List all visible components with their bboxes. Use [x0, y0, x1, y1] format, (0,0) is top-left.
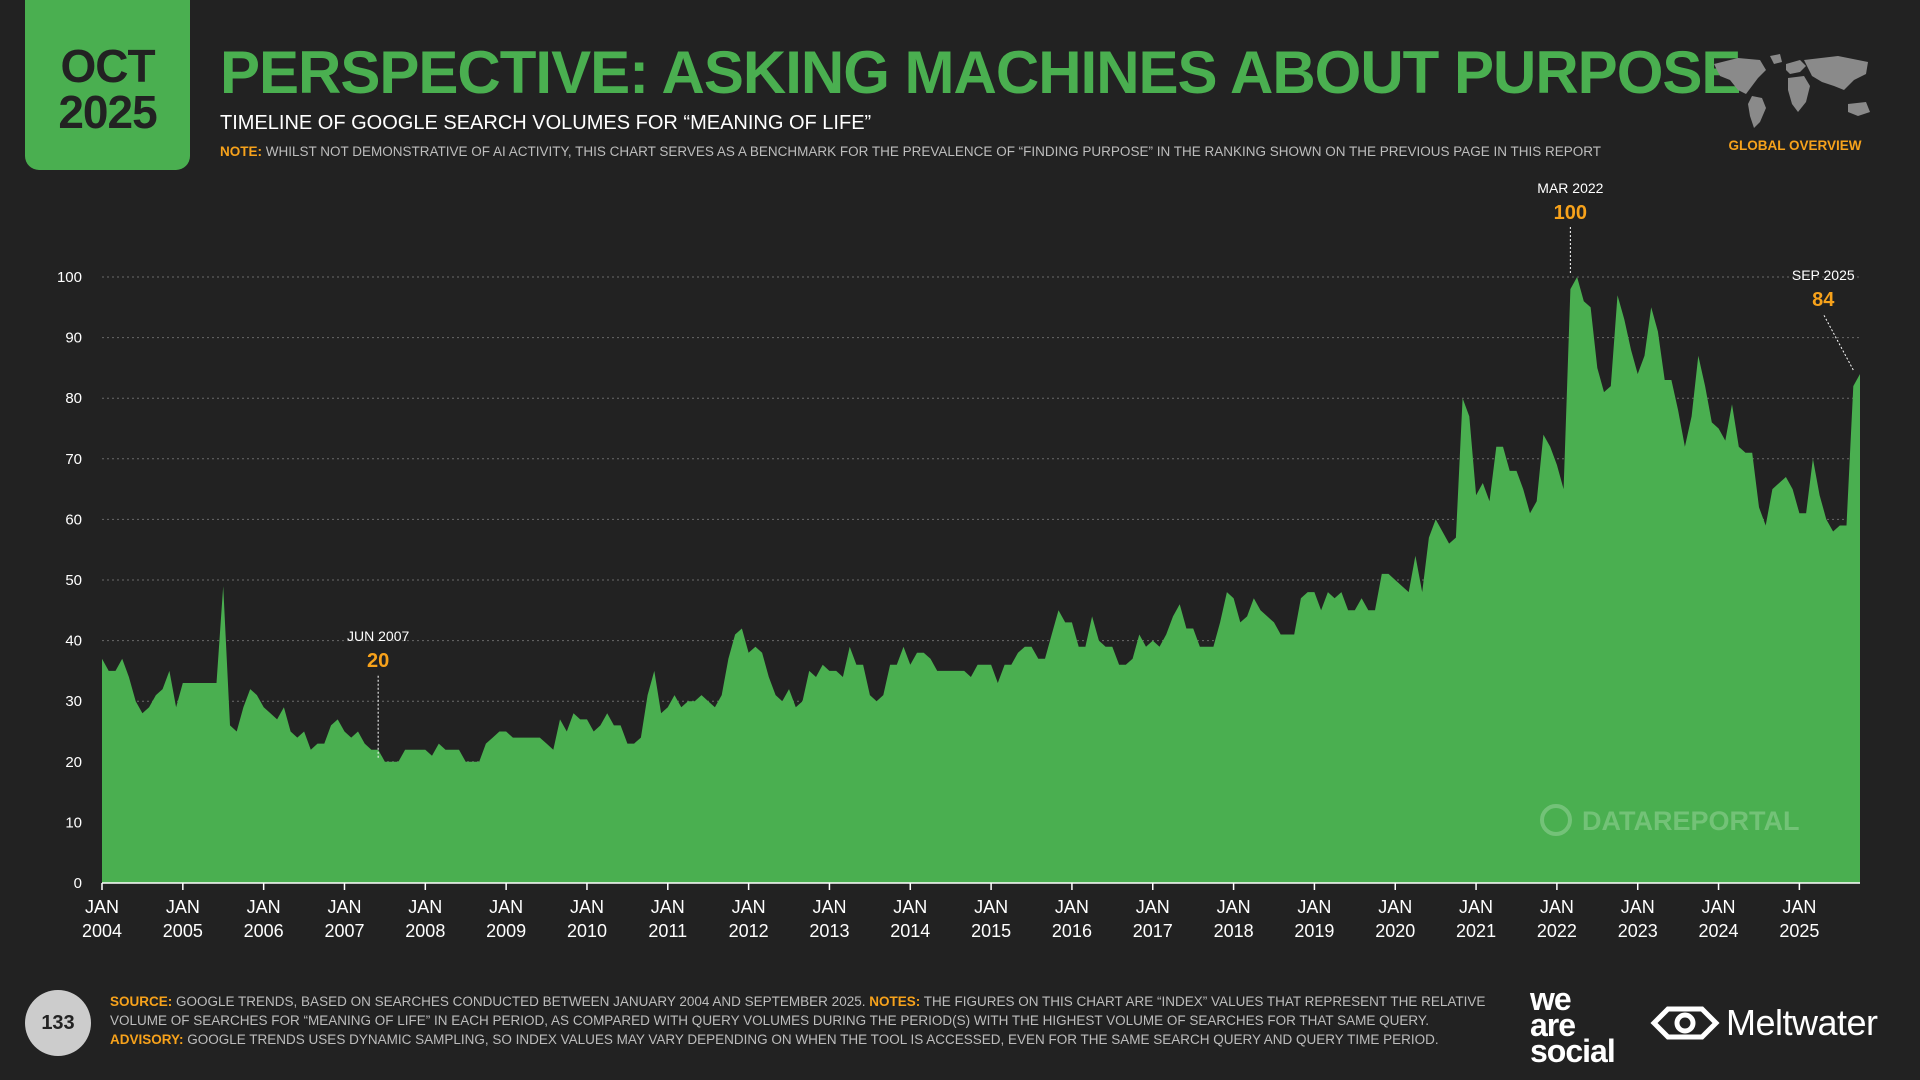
x-tick-label-month: JAN: [1297, 897, 1331, 917]
x-tick-label-month: JAN: [651, 897, 685, 917]
x-tick-label-month: JAN: [893, 897, 927, 917]
x-tick-label-year: 2009: [486, 921, 526, 941]
note-text: WHILST NOT DEMONSTRATIVE OF AI ACTIVITY,…: [265, 144, 1602, 159]
page-number: 133: [25, 990, 91, 1056]
y-tick-label: 40: [65, 633, 82, 650]
x-tick-label-year: 2008: [405, 921, 445, 941]
source-text: GOOGLE TRENDS, BASED ON SEARCHES CONDUCT…: [176, 994, 866, 1009]
annotation-value: 84: [1812, 289, 1835, 311]
x-tick-label-month: JAN: [1621, 897, 1655, 917]
meltwater-icon: [1650, 1006, 1720, 1040]
x-tick-label-year: 2024: [1699, 921, 1739, 941]
x-tick-label-month: JAN: [166, 897, 200, 917]
x-tick-label-year: 2006: [244, 921, 284, 941]
x-tick-label-month: JAN: [1136, 897, 1170, 917]
x-tick-label-month: JAN: [974, 897, 1008, 917]
annotation-period: JUN 2007: [347, 628, 409, 644]
x-tick-label-year: 2014: [890, 921, 930, 941]
meltwater-logo: Meltwater: [1650, 1002, 1878, 1044]
x-tick-label-year: 2022: [1537, 921, 1577, 941]
x-tick-label-year: 2025: [1779, 921, 1819, 941]
y-tick-label: 80: [65, 390, 82, 407]
series-area-meaning-of-life: [102, 277, 1860, 883]
y-tick-label: 20: [65, 754, 82, 771]
datareportal-watermark-icon: [1540, 804, 1572, 836]
source-label: SOURCE:: [110, 994, 173, 1009]
x-tick-label-year: 2023: [1618, 921, 1658, 941]
advisory-text: GOOGLE TRENDS USES DYNAMIC SAMPLING, SO …: [187, 1032, 1439, 1047]
x-tick-label-year: 2021: [1456, 921, 1496, 941]
x-tick-label-year: 2010: [567, 921, 607, 941]
notes-label: NOTES:: [869, 994, 921, 1009]
note-line: NOTE: WHILST NOT DEMONSTRATIVE OF AI ACT…: [220, 144, 1601, 159]
advisory-label: ADVISORY:: [110, 1032, 184, 1047]
badge-year: 2025: [58, 86, 157, 138]
x-tick-label-year: 2017: [1133, 921, 1173, 941]
x-tick-label-month: JAN: [85, 897, 119, 917]
x-tick-label-month: JAN: [570, 897, 604, 917]
x-tick-label-year: 2005: [163, 921, 203, 941]
x-tick-label-month: JAN: [732, 897, 766, 917]
page-title: PERSPECTIVE: ASKING MACHINES ABOUT PURPO…: [220, 39, 1741, 106]
x-tick-label-month: JAN: [1217, 897, 1251, 917]
x-tick-label-month: JAN: [247, 897, 281, 917]
y-tick-label: 100: [57, 269, 82, 286]
x-tick-label-year: 2018: [1214, 921, 1254, 941]
date-badge: OCT 2025: [25, 0, 190, 170]
y-tick-label: 30: [65, 693, 82, 710]
x-tick-label-year: 2011: [648, 921, 687, 941]
y-tick-label: 10: [65, 814, 82, 831]
y-tick-label: 60: [65, 511, 82, 528]
note-label: NOTE:: [220, 144, 262, 159]
x-tick-label-year: 2004: [82, 921, 122, 941]
x-tick-label-year: 2019: [1294, 921, 1334, 941]
x-tick-label-month: JAN: [1702, 897, 1736, 917]
annotation-period: SEP 2025: [1792, 267, 1855, 283]
x-tick-label-month: JAN: [1378, 897, 1412, 917]
x-tick-label-month: JAN: [408, 897, 442, 917]
y-tick-label: 90: [65, 330, 82, 347]
x-tick-label-month: JAN: [1055, 897, 1089, 917]
world-map-icon: [1714, 54, 1870, 128]
x-tick-label-year: 2007: [324, 921, 364, 941]
global-overview-label: GLOBAL OVERVIEW: [1728, 138, 1862, 153]
x-tick-label-month: JAN: [1540, 897, 1574, 917]
y-tick-label: 0: [74, 875, 82, 892]
x-tick-label-month: JAN: [327, 897, 361, 917]
x-tick-label-year: 2012: [729, 921, 769, 941]
x-tick-label-year: 2020: [1375, 921, 1415, 941]
annotation-value: 100: [1554, 202, 1587, 224]
y-tick-label: 70: [65, 451, 82, 468]
annotation-value: 20: [367, 650, 389, 672]
x-tick-label-month: JAN: [1459, 897, 1493, 917]
x-tick-label-month: JAN: [489, 897, 523, 917]
x-tick-label-month: JAN: [812, 897, 846, 917]
we-are-social-logo: we are social: [1530, 981, 1616, 1069]
x-tick-label-year: 2015: [971, 921, 1011, 941]
datareportal-watermark: DATAREPORTAL: [1582, 806, 1799, 836]
notes-text: THE FIGURES ON THIS CHART ARE “INDEX” VA…: [110, 994, 1486, 1028]
x-tick-label-month: JAN: [1782, 897, 1816, 917]
annotation-period: MAR 2022: [1537, 180, 1603, 196]
meltwater-wordmark: Meltwater: [1726, 1002, 1878, 1043]
chart-subtitle: TIMELINE OF GOOGLE SEARCH VOLUMES FOR “M…: [220, 112, 872, 134]
x-tick-label-year: 2016: [1052, 921, 1092, 941]
x-tick-label-year: 2013: [809, 921, 849, 941]
annotation-leader: [1822, 313, 1854, 371]
footer-notes: SOURCE: GOOGLE TRENDS, BASED ON SEARCHES…: [110, 992, 1510, 1049]
y-tick-label: 50: [65, 572, 82, 589]
badge-month: OCT: [60, 40, 155, 92]
